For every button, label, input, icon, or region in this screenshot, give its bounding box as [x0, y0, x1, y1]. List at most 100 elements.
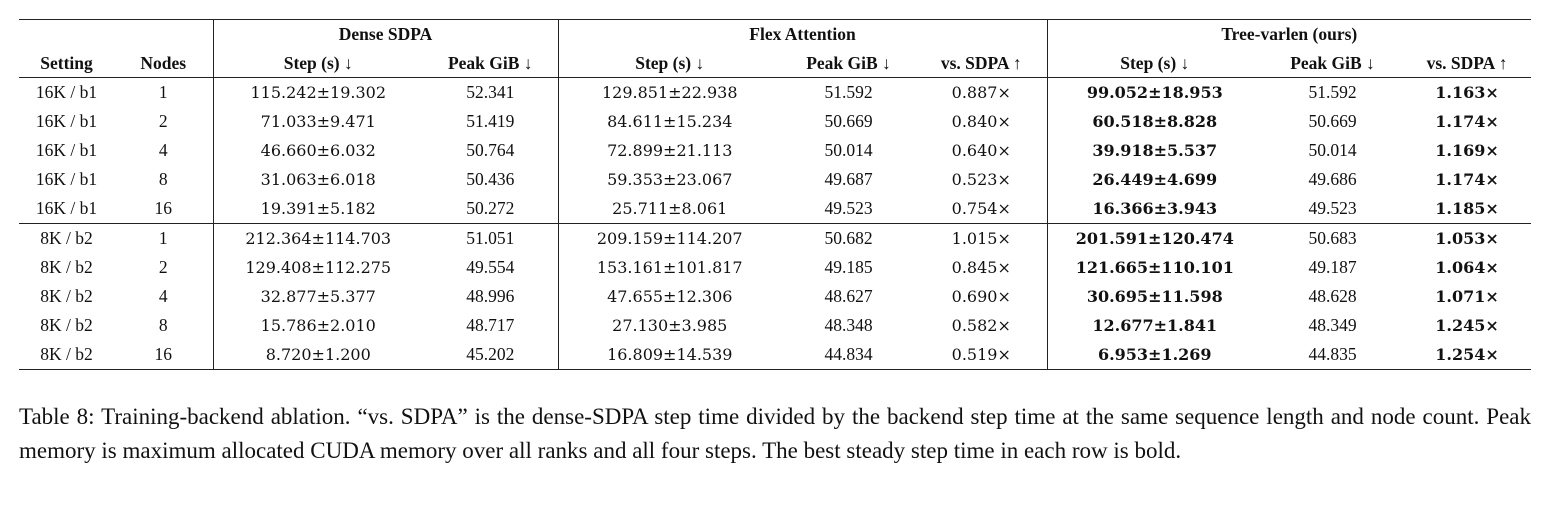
column-header: Setting	[19, 49, 114, 78]
column-header: Step (s) ↓	[557, 49, 781, 78]
table-cell: 16K / b1	[35, 198, 98, 218]
table-cell: 27.130±3.985	[557, 311, 781, 340]
table-cell: 48.627	[824, 286, 873, 306]
table-cell: 48.628	[1308, 286, 1357, 306]
table-cell: 52.341	[466, 82, 515, 102]
table-cell: 115.242±19.302	[212, 77, 423, 107]
table-cell: 49.187	[1308, 257, 1357, 277]
table-cell: 49.687	[824, 169, 873, 189]
group-header-tree-varlen: Tree-varlen (ours)	[1046, 19, 1532, 49]
table-cell: 4	[158, 286, 168, 306]
table-cell: 0.519×	[916, 340, 1048, 370]
table-cell: 1.071×	[1435, 287, 1499, 306]
table-cell: 44.834	[781, 340, 916, 370]
table-cell: 1	[158, 82, 168, 102]
table-cell: 50.669	[824, 111, 873, 131]
table-cell: 48.349	[1308, 315, 1357, 335]
column-header: Peak GiB ↓	[781, 49, 916, 78]
table-cell: 1.064×	[1435, 258, 1499, 277]
table-cell: 49.523	[1308, 198, 1357, 218]
table-cell: 32.877±5.377	[212, 282, 423, 311]
table-cell: 48.717	[466, 315, 515, 335]
table-cell: 49.523	[824, 198, 873, 218]
table-cell: 0.690×	[951, 287, 1011, 306]
table-cell: 51.592	[1308, 82, 1357, 102]
table-cell: 1.015×	[916, 223, 1048, 253]
table-cell: 31.063±6.018	[212, 165, 423, 194]
table-cell: 0.887×	[951, 83, 1011, 102]
table-cell: 39.918±5.537	[1046, 136, 1263, 165]
table-cell: 16K / b1	[35, 169, 98, 189]
column-header: Step (s) ↓	[212, 49, 423, 78]
table-cell: 16K / b1	[35, 140, 98, 160]
column-header: vs. SDPA ↑	[916, 49, 1048, 78]
table-cell: 45.202	[423, 340, 558, 370]
table-cell: 8	[158, 169, 168, 189]
table-cell: 19.391±5.182	[212, 194, 423, 224]
table-cell: 48.348	[824, 315, 873, 335]
table-cell: 50.683	[1262, 223, 1404, 253]
table-cell: 60.518±8.828	[1046, 107, 1263, 136]
table-cell: 49.554	[466, 257, 515, 277]
table-cell: 16.366±3.943	[1046, 194, 1263, 224]
table-cell: 50.669	[1308, 111, 1357, 131]
table-cell: 16K / b1	[35, 82, 98, 102]
table-row: 8K / b2 8 15.786±2.010 48.717 27.130±3.985 48…	[19, 311, 1531, 340]
table-row: 16K / b1 8 31.063±6.018 50.436 59.353±23.067…	[19, 165, 1531, 194]
table-cell: 209.159±114.207	[557, 223, 781, 253]
table-cell: 51.419	[466, 111, 515, 131]
column-header: Peak GiB ↓	[1262, 49, 1404, 78]
table-cell: 0.754×	[951, 199, 1011, 218]
table-cell: 4	[158, 140, 168, 160]
table-cell: 0.845×	[951, 258, 1011, 277]
table-cell: 8K / b2	[19, 223, 114, 253]
table-cell: 47.655±12.306	[557, 282, 781, 311]
table-cell: 1	[114, 223, 213, 253]
table-cell: 50.436	[466, 169, 515, 189]
table-cell: 51.592	[824, 82, 873, 102]
table-row: 16K / b1 2 71.033±9.471 51.419 84.611±15.234…	[19, 107, 1531, 136]
table-cell: 1.254×	[1403, 340, 1532, 370]
table-cell: 16	[114, 340, 213, 370]
table-cell: 50.682	[781, 223, 916, 253]
table-cell: 1.245×	[1435, 316, 1499, 335]
table-cell: 50.764	[466, 140, 515, 160]
table-cell: 1.174×	[1435, 170, 1499, 189]
table-cell: 1.163×	[1435, 83, 1499, 102]
table-cell: 8.720±1.200	[212, 340, 423, 370]
table-cell: 51.051	[423, 223, 558, 253]
column-header: vs. SDPA ↑	[1403, 49, 1532, 78]
table-cell: 59.353±23.067	[557, 165, 781, 194]
results-table: Dense SDPA Flex Attention Tree-varlen (o…	[19, 19, 1532, 370]
table-cell: 1.169×	[1435, 141, 1499, 160]
table-cell: 2	[158, 111, 168, 131]
table-cell: 44.835	[1262, 340, 1404, 370]
table-cell: 12.677±1.841	[1046, 311, 1263, 340]
table-row: 16K / b1 4 46.660±6.032 50.764 72.899±21.113…	[19, 136, 1531, 165]
table-cell: 49.185	[824, 257, 873, 277]
column-header: Step (s) ↓	[1046, 49, 1263, 78]
group-header-empty	[19, 19, 213, 49]
table-cell: 2	[158, 257, 168, 277]
table-row: 8K / b2 4 32.877±5.377 48.996 47.655±12.306 4…	[19, 282, 1531, 311]
table-cell: 50.014	[1308, 140, 1357, 160]
table-cell: 72.899±21.113	[557, 136, 781, 165]
table-cell: 0.523×	[951, 170, 1011, 189]
table-cell: 0.582×	[951, 316, 1011, 335]
group-header-flex-attention: Flex Attention	[557, 19, 1048, 49]
table-row: 8K / b2 2 129.408±112.275 49.554 153.161±101…	[19, 253, 1531, 282]
table-cell: 8	[158, 315, 168, 335]
table-cell: 129.851±22.938	[557, 77, 781, 107]
table-cell: 99.052±18.953	[1046, 77, 1263, 107]
table-cell: 16	[154, 198, 173, 218]
table-cell: 26.449±4.699	[1046, 165, 1263, 194]
table-row: 8K / b2 1 212.364±114.703 51.051 209.159±114…	[19, 223, 1532, 253]
table-cell: 6.953±1.269	[1046, 340, 1263, 370]
table-cell: 1.185×	[1435, 199, 1499, 218]
column-header: Nodes	[114, 49, 213, 78]
table-cell: 25.711±8.061	[557, 194, 781, 224]
table-cell: 16.809±14.539	[557, 340, 781, 370]
table-cell: 153.161±101.817	[557, 253, 781, 282]
table-cell: 48.996	[466, 286, 515, 306]
table-cell: 212.364±114.703	[212, 223, 423, 253]
